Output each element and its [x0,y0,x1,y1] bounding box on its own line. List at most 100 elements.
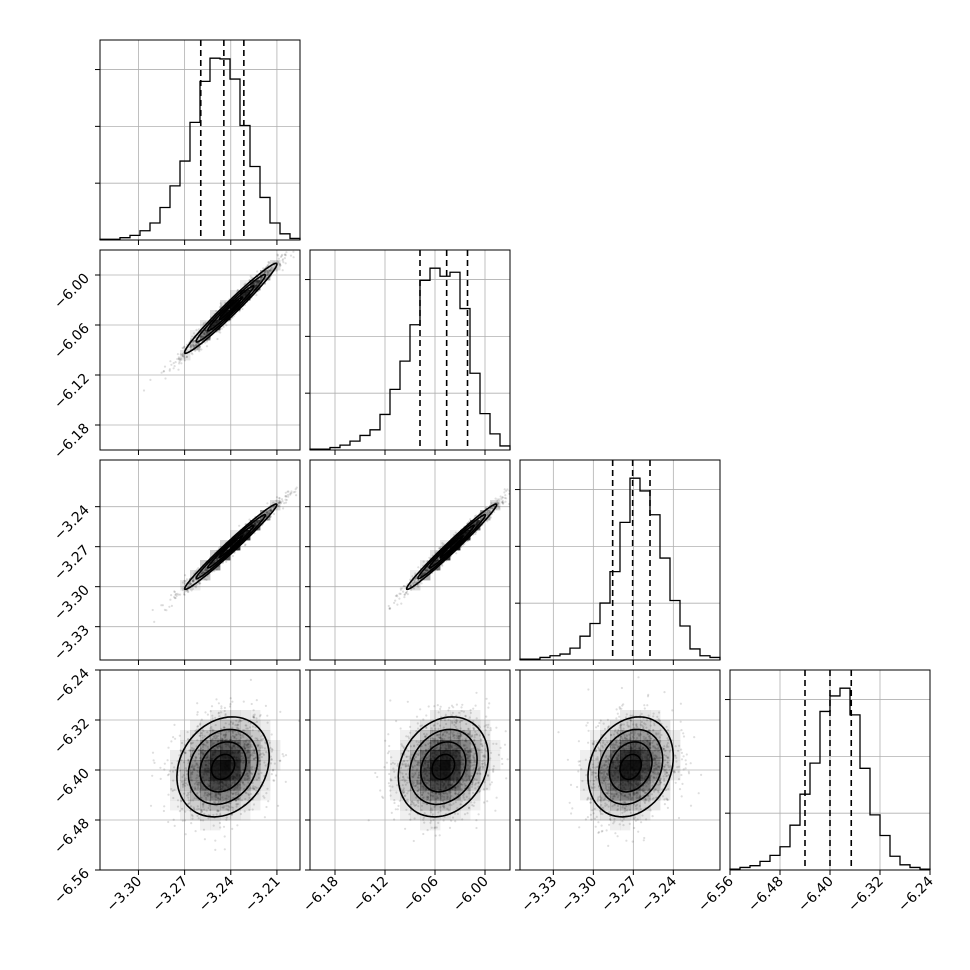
sample-point [191,814,194,818]
sample-point [179,593,182,596]
sample-point [413,580,417,583]
sample-point [403,593,406,596]
sample-point [294,488,297,491]
sample-point [284,262,287,265]
sample-point [204,567,208,570]
sample-point [282,261,285,264]
sample-point [223,805,226,808]
sample-point [205,340,208,343]
density-cell [270,260,281,271]
sample-point [189,582,193,585]
sample-point [181,589,184,592]
sample-point [203,792,206,795]
sample-point [204,744,207,747]
sample-point [185,355,188,358]
sample-point [217,330,220,333]
sample-point [183,345,186,348]
sample-point [178,754,181,757]
sample-point [191,353,194,356]
sample-point [225,560,228,563]
sample-point [212,824,215,827]
sample-point [222,733,225,737]
sample-point [479,517,482,521]
sample-point [269,746,272,750]
sample-point [194,570,197,573]
density-cell [250,520,261,531]
sample-point [279,501,282,504]
sample-point [496,500,499,503]
sample-point [192,747,195,750]
sample-point [199,722,202,725]
sample-point [498,507,501,510]
sample-point [442,543,445,546]
contour-level-0 [439,535,464,559]
sample-point [203,794,206,797]
sample-point [466,539,469,543]
sample-point [272,506,275,509]
sample-point [253,713,256,716]
sample-point [194,584,197,587]
sample-point [183,591,186,594]
sample-point [201,734,204,737]
sample-point [187,791,190,795]
sample-point [196,776,199,779]
sample-point [163,805,166,808]
sample-point [402,585,405,588]
sample-point [503,491,506,494]
sample-point [421,572,424,576]
sample-point [202,323,205,326]
panel-frame [99,459,301,661]
sample-point [198,350,201,353]
sample-point [277,261,280,264]
sample-point [398,597,401,600]
sample-point [244,739,247,742]
sample-point [224,734,227,737]
sample-point [203,333,206,336]
sample-point [201,570,205,573]
sample-point [205,331,208,334]
contour-level-1 [428,524,476,569]
sample-point [263,796,266,799]
sample-point [196,342,199,345]
sample-point [194,764,197,767]
sample-point [166,759,169,762]
sample-point [193,768,196,771]
sample-point [486,512,489,515]
density-cell [240,290,251,301]
sample-point [264,271,267,274]
sample-point [200,348,203,351]
sample-point [153,761,156,765]
sample-point [166,774,170,777]
sample-point [172,367,175,370]
sample-point [217,734,220,738]
sample-point [263,271,266,274]
sample-point [409,583,412,586]
sample-point [165,609,168,612]
sample-point [190,779,194,782]
sample-point [190,352,193,355]
sample-point [484,512,487,515]
sample-point [257,754,261,757]
sample-point [187,590,190,594]
sample-point [259,759,262,762]
sample-point [272,512,276,516]
sample-point [176,353,179,356]
sample-point [501,499,504,502]
sample-point [243,810,246,813]
sample-point [160,604,163,607]
sample-point [218,715,221,718]
sample-point [487,509,490,512]
sample-point [215,310,218,313]
sample-point [179,357,183,360]
sample-point [200,810,203,813]
sample-point [203,332,206,336]
sample-point [246,727,249,730]
sample-point [234,799,237,802]
sample-point [199,345,202,348]
sample-point [188,583,191,586]
sample-point [394,599,397,602]
sample-point [284,495,287,498]
sample-point [205,569,208,572]
sample-point [191,343,194,346]
sample-point [411,582,415,585]
